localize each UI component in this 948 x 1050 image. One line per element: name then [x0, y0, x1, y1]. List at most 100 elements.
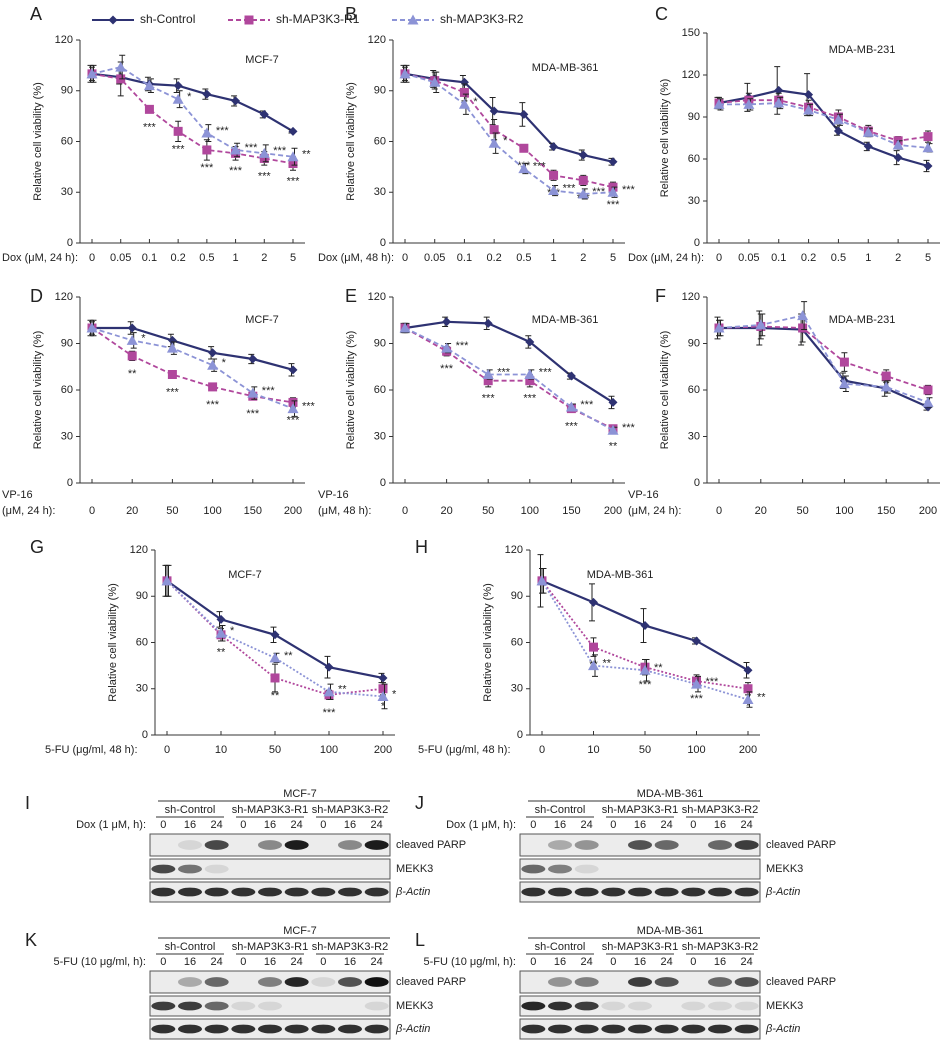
band: [151, 887, 176, 897]
y-axis-label: Relative cell viability (%): [659, 331, 671, 450]
significance: ***: [246, 408, 260, 420]
band: [178, 1024, 202, 1034]
data-point: [893, 153, 903, 163]
y-axis-label: Relative cell viability (%): [482, 583, 494, 702]
y-axis-label: Relative cell viability (%): [32, 331, 44, 450]
significance: **: [217, 647, 226, 659]
x-tick-label: 50: [639, 744, 651, 756]
band: [258, 887, 282, 897]
group-label: sh-Control: [535, 804, 586, 816]
lane-label: 0: [530, 956, 536, 968]
y-tick-label: 30: [688, 430, 700, 442]
band: [628, 1001, 652, 1011]
x-tick-label: 0.05: [110, 252, 131, 264]
data-point: [565, 401, 577, 412]
cell-line: MDA-MB-361: [637, 788, 704, 800]
data-point: [143, 80, 155, 91]
significance: *: [141, 332, 146, 344]
significance: ***: [200, 162, 214, 174]
band: [628, 977, 652, 987]
x-tick-label: 0: [539, 744, 545, 756]
treatment-label: Dox (1 μM, h):: [446, 819, 516, 831]
band: [178, 840, 202, 850]
x-axis-label: Dox (μM, 48 h):: [318, 252, 394, 264]
data-point: [525, 337, 535, 347]
lane-label: 24: [741, 819, 753, 831]
significance: ***: [229, 165, 243, 177]
band: [338, 977, 362, 987]
series-line: [91, 327, 294, 410]
series-line: [166, 579, 384, 680]
data-point: [144, 104, 154, 114]
band: [574, 840, 599, 850]
significance: **: [654, 662, 663, 674]
y-tick-label: 60: [511, 636, 523, 648]
lane-label: 24: [581, 819, 593, 831]
data-point: [518, 163, 530, 174]
significance: ***: [497, 366, 511, 378]
data-point: [378, 684, 388, 694]
band: [204, 864, 229, 874]
data-point: [639, 664, 651, 675]
significance: ***: [206, 399, 220, 411]
significance: ***: [563, 182, 577, 194]
x-axis-label: VP-16: [318, 489, 349, 501]
band: [258, 977, 282, 987]
row-label: β-Actin: [765, 1023, 800, 1035]
row-label: β-Actin: [395, 1023, 430, 1035]
data-point: [488, 137, 500, 148]
panel-letter: G: [30, 537, 44, 557]
data-point: [892, 139, 904, 150]
data-point: [798, 323, 808, 333]
significance: *: [222, 357, 227, 369]
x-tick-label: 0.5: [516, 252, 531, 264]
data-point: [691, 678, 702, 689]
band: [628, 1024, 652, 1034]
data-point: [458, 98, 470, 109]
x-tick-label: 0.1: [142, 252, 157, 264]
y-tick-label: 0: [67, 237, 73, 249]
x-tick-label: 200: [604, 505, 622, 517]
lane-label: 16: [634, 956, 646, 968]
y-axis-label: Relative cell viability (%): [107, 583, 119, 702]
lane-label: 16: [184, 819, 196, 831]
x-tick-label: 10: [215, 744, 227, 756]
significance: ***: [287, 414, 301, 426]
significance: **: [302, 149, 311, 161]
significance: *: [230, 625, 235, 637]
data-point: [755, 319, 767, 330]
x-axis-label: VP-16: [2, 489, 33, 501]
data-point: [126, 334, 138, 345]
lane-label: 0: [240, 819, 246, 831]
significance: *: [473, 96, 478, 108]
x-tick-label: 100: [521, 505, 539, 517]
band: [364, 977, 389, 987]
treatment-label: 5-FU (10 μg/ml, h):: [423, 956, 516, 968]
data-point: [441, 342, 453, 353]
data-point: [442, 317, 452, 327]
panel-letter: I: [25, 793, 30, 813]
data-point: [269, 652, 281, 663]
group-label: sh-Control: [535, 941, 586, 953]
lane-label: 0: [160, 819, 166, 831]
data-point: [288, 397, 298, 407]
chart-title: MCF-7: [228, 569, 262, 581]
lane-label: 16: [554, 956, 566, 968]
significance: ***: [456, 340, 470, 352]
band: [548, 840, 572, 850]
legend-label: sh-MAP3K3-R1: [276, 12, 360, 26]
data-point: [773, 97, 785, 108]
data-point: [743, 684, 753, 694]
lane-label: 24: [211, 956, 223, 968]
cell-line: MDA-MB-361: [637, 925, 704, 937]
data-point: [881, 371, 891, 381]
y-tick-label: 120: [55, 34, 73, 46]
x-tick-label: 0.2: [801, 252, 816, 264]
data-point: [489, 106, 499, 116]
band: [708, 887, 732, 897]
data-point: [173, 126, 183, 136]
significance: **: [128, 368, 137, 380]
y-tick-label: 90: [61, 85, 73, 97]
lane-label: 0: [610, 819, 616, 831]
x-tick-label: 50: [269, 744, 281, 756]
